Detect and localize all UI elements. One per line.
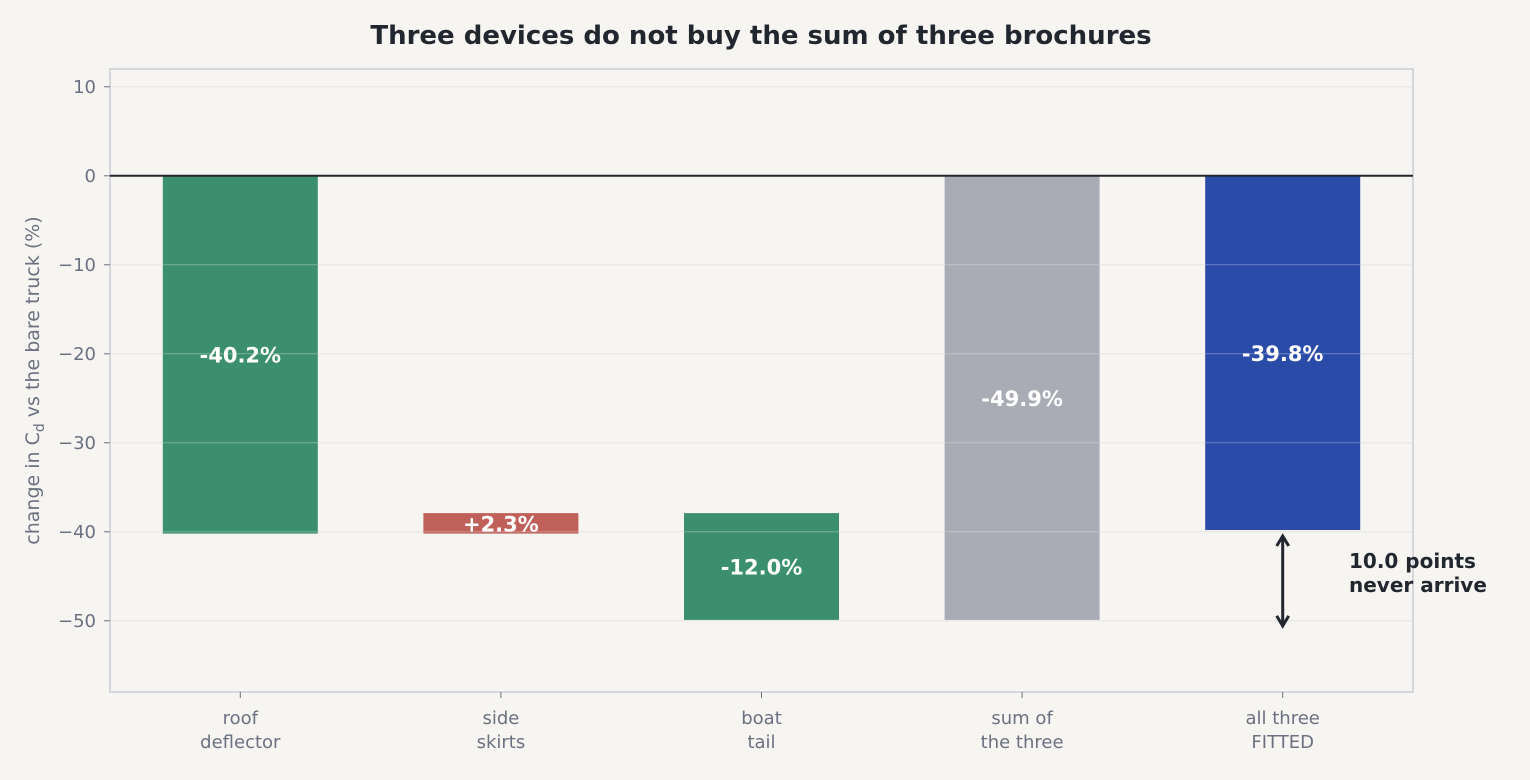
y-tick-label: −50 — [58, 611, 96, 632]
y-tick-label: −40 — [58, 522, 96, 543]
bar — [684, 513, 839, 620]
bar-value-label: -12.0% — [721, 556, 803, 580]
y-tick-label: 0 — [85, 166, 96, 187]
y-tick-label: −20 — [58, 344, 96, 365]
bar-value-label: +2.3% — [463, 512, 539, 536]
labels-layer: -40.2% +2.3% -12.0% -49.9% -39.8% — [110, 86, 1413, 622]
y-tick-label: −10 — [58, 255, 96, 276]
x-tick-label: tail — [747, 732, 775, 753]
bar — [423, 513, 579, 534]
bars-layer — [162, 175, 1361, 620]
annotation-arrow-head-down — [1275, 615, 1290, 629]
x-tick-label: deflector — [200, 732, 281, 753]
x-tick-label: all three — [1246, 708, 1320, 729]
y-tick-label: 10 — [73, 77, 96, 98]
y-tick-label: −30 — [58, 433, 96, 454]
bar — [1205, 175, 1361, 531]
annotation-text: never arrive — [1349, 573, 1487, 597]
x-tick-label: roof — [223, 708, 259, 729]
x-tick-label: sum of — [991, 708, 1053, 729]
annotation-text: 10.0 points — [1349, 549, 1476, 573]
x-tick-label: side — [482, 708, 519, 729]
annotation-arrow-head-up — [1275, 533, 1290, 547]
chart-title: Three devices do not buy the sum of thre… — [370, 21, 1151, 51]
y-axis-label: change in Cd vs the bare truck (%) — [22, 216, 48, 544]
axis-layer: 10 0 −10 −20 −30 −40 −50 change in Cd vs the ba… — [22, 68, 1414, 753]
bar-value-label: -40.2% — [200, 344, 282, 368]
bar-value-label: -49.9% — [981, 387, 1063, 411]
bar — [944, 175, 1100, 620]
x-tick-label: FITTED — [1251, 732, 1314, 753]
x-tick-label: skirts — [477, 732, 526, 753]
x-tick-label: the three — [981, 732, 1064, 753]
bar — [162, 175, 318, 534]
x-tick-label: boat — [741, 708, 782, 729]
bar-value-label: -39.8% — [1242, 342, 1324, 366]
